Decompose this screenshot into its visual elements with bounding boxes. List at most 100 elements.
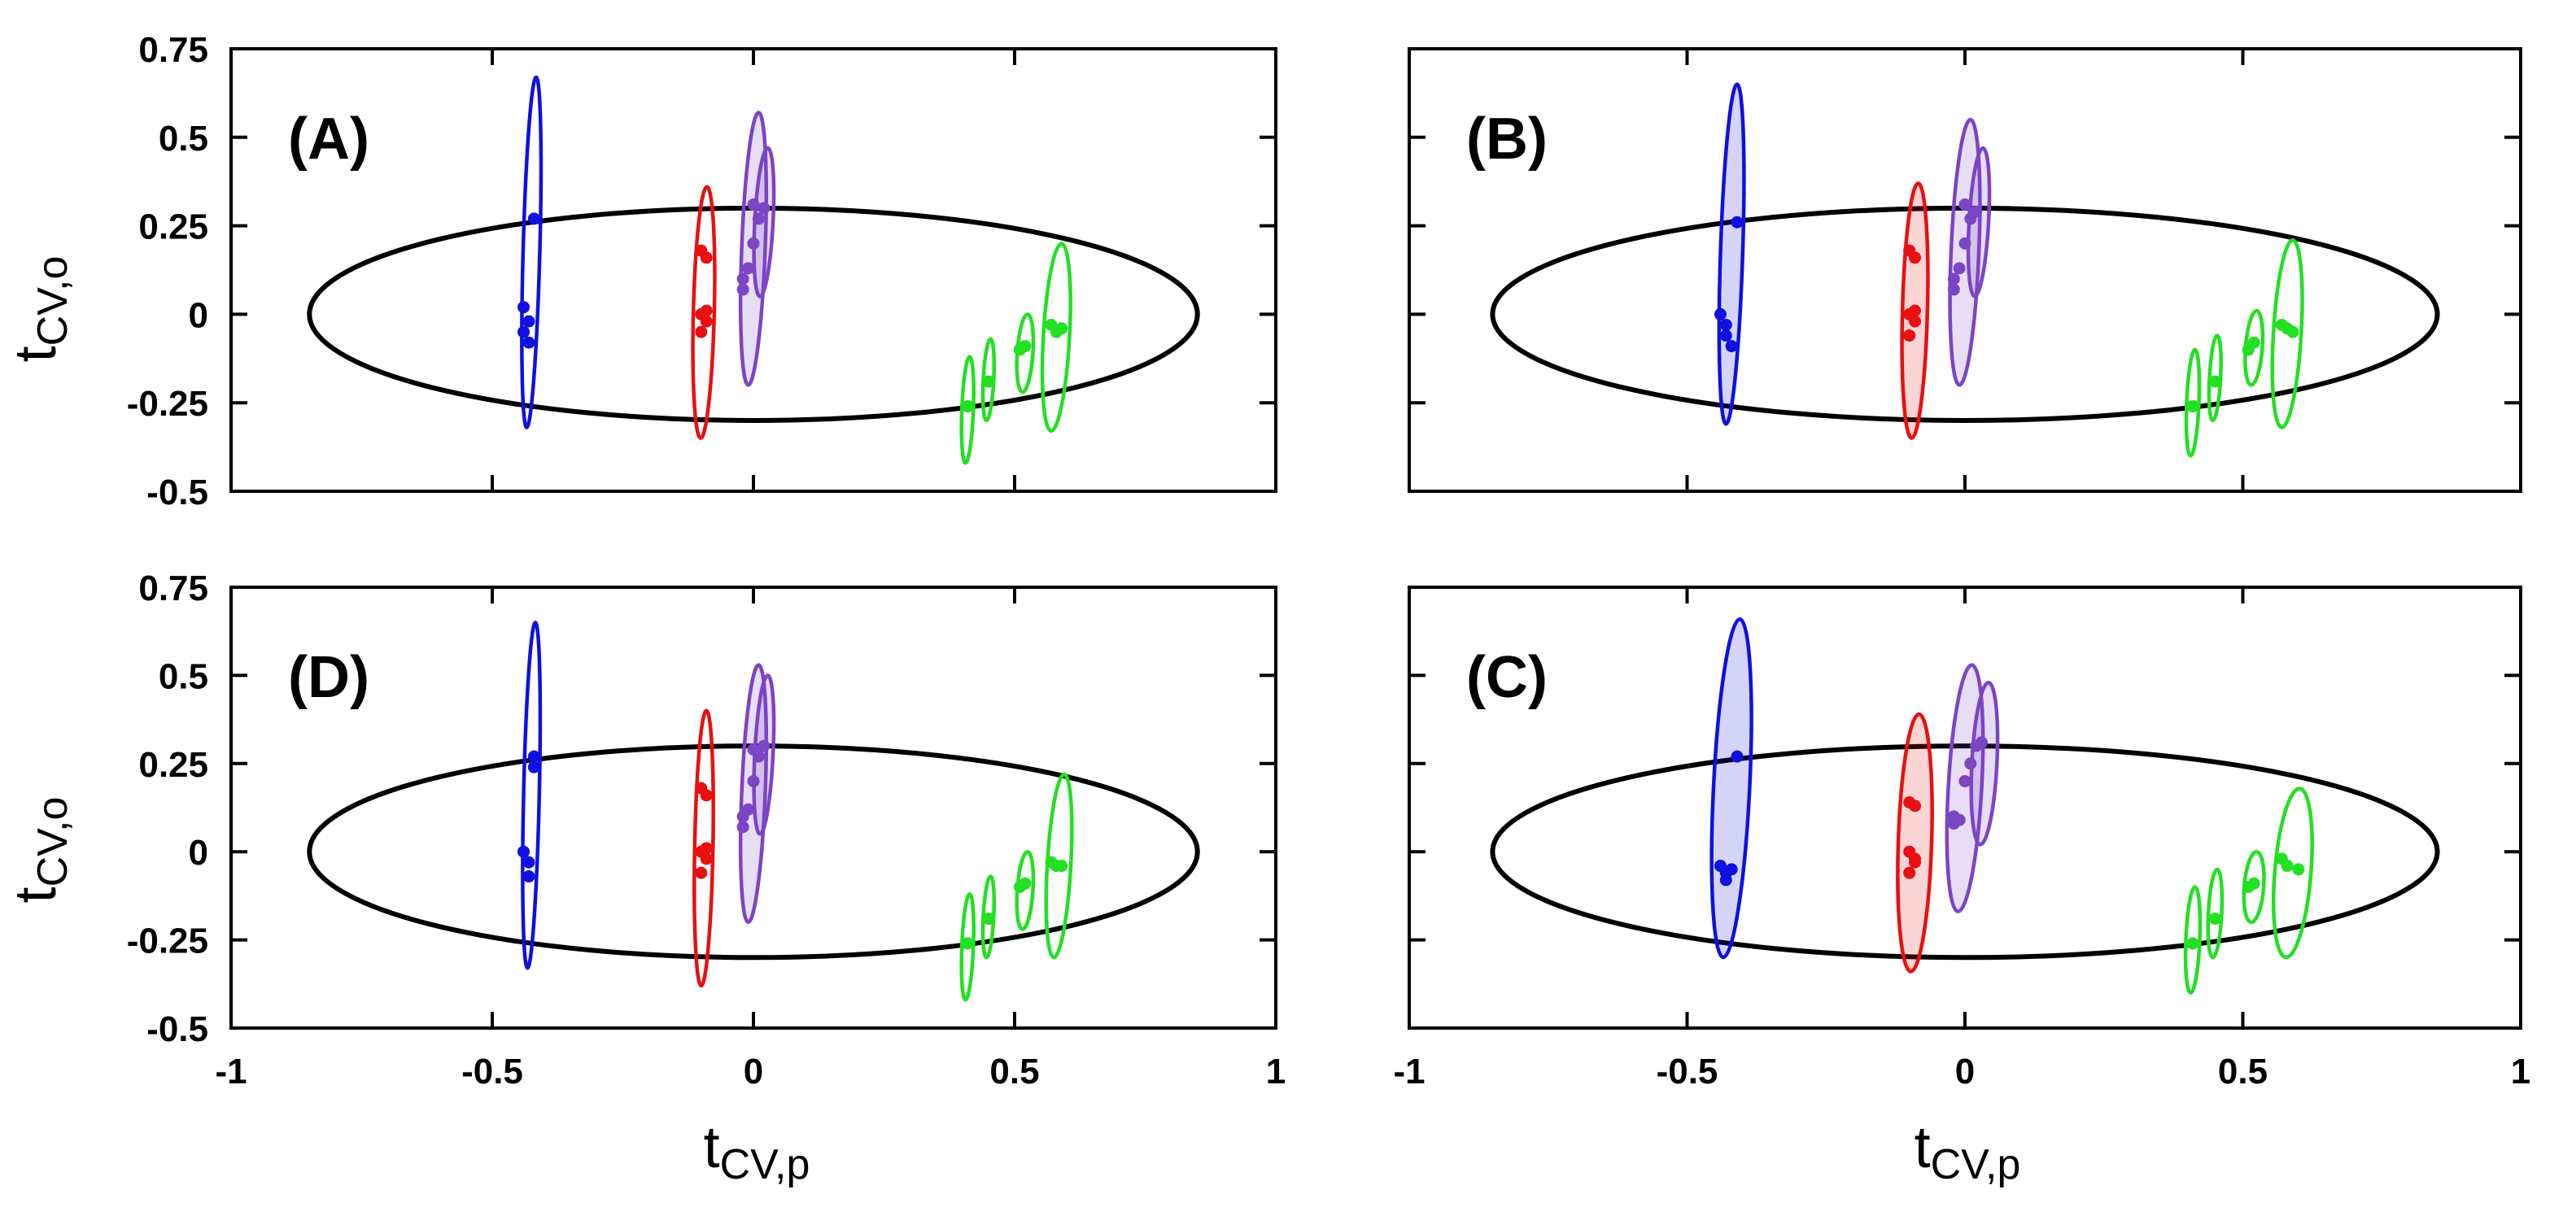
y-tick-label: 0 [189,295,208,335]
data-point [961,400,974,413]
data-point [1719,874,1732,887]
data-point [700,251,713,264]
data-point [736,821,749,834]
confidence-region [2207,333,2223,423]
confidence-region [520,75,544,429]
y-tick-label: 0.5 [159,656,208,696]
data-point [2208,913,2221,926]
data-point [1019,877,1032,890]
x-tick-label: 0 [1955,1052,1975,1091]
y-tick-label: 0.5 [159,119,208,159]
data-point [1903,866,1916,879]
reference-ellipse [1490,743,2440,961]
data-point [527,212,540,225]
data-point [1903,329,1916,342]
x-tick-label: 0 [744,1052,763,1091]
data-point [1958,774,1971,787]
confidence-region [959,892,976,1002]
x-axis-title-right: tCV,p [1915,1115,2021,1188]
confidence-region [691,185,717,440]
data-point [982,375,995,388]
y-axis-title-bottom: tCV,o [3,797,76,904]
confidence-region [2272,786,2314,960]
confidence-region [2270,237,2304,429]
cluster-3 [2184,237,2304,458]
data-point [695,866,708,879]
data-point [752,212,765,225]
data-point [527,750,540,763]
data-point [2292,863,2305,876]
x-tick-label: 0.5 [989,1052,1039,1091]
confidence-region [521,621,543,970]
data-point [522,870,535,883]
data-point [1909,800,1922,813]
data-point [700,789,713,802]
panels-group: -0.5 -0.25 0 0.25 0.5 0.75 (A) (B) -1 -0.5 0 0.5 1 -0… [127,30,2531,1091]
data-point [527,760,540,773]
data-point [1725,863,1738,876]
data-point [2186,400,2199,413]
panel-label: (D) [288,645,369,710]
panel-a: -0.5 -0.25 0 0.25 0.5 0.75 (A) [127,30,1277,512]
data-point [747,237,760,250]
data-point [1719,329,1732,342]
data-point [736,272,749,285]
data-point [700,842,713,855]
cluster-0 [1714,82,1746,426]
x-tick-label: 1 [2511,1052,2530,1091]
data-point [517,325,530,338]
x-tick-label: 0.5 [2218,1052,2268,1091]
cluster-1 [1896,712,1934,974]
cluster-1 [691,185,717,440]
data-point [758,739,771,752]
data-point [1731,750,1744,763]
x-tick-label: -0.5 [1657,1052,1718,1091]
panel-b: (B) [1408,47,2522,493]
data-point [1714,307,1727,320]
data-point [1909,304,1922,317]
data-point [522,336,535,349]
data-point [742,803,755,816]
data-point [1725,340,1738,353]
y-tick-label: -0.25 [127,384,208,424]
data-point [700,304,713,317]
confidence-region [692,708,715,988]
data-point [1953,262,1966,275]
confidence-region [1709,617,1753,960]
cluster-1 [692,708,715,988]
data-point [982,913,995,926]
data-point [2281,860,2294,873]
data-point [695,325,708,338]
data-point [1947,817,1960,830]
data-point [1909,251,1922,264]
panel-label: (C) [1466,645,1548,710]
panel-c: -1 -0.5 0 0.5 1 (C) [1393,586,2530,1091]
confidence-region [2184,347,2202,458]
data-point [1958,237,1971,250]
x-tick-label: -1 [215,1052,247,1091]
data-point [1970,205,1983,218]
confidence-region [1040,242,1072,434]
confidence-region [1896,712,1934,974]
y-tick-label: 0.75 [138,30,208,70]
data-point [747,774,760,787]
data-point [1975,736,1988,749]
cluster-3 [959,242,1072,465]
x-tick-label: -1 [1393,1052,1425,1091]
data-point [747,743,760,756]
y-axis-title-top: tCV,o [3,256,76,363]
x-axis-title-left: tCV,p [704,1115,810,1188]
cluster-3 [959,772,1074,1002]
data-point [2208,375,2221,388]
data-point [2186,937,2199,950]
data-point [2247,336,2260,349]
panel-label: (A) [288,107,369,172]
confidence-region [959,355,976,465]
data-point [742,262,755,275]
data-point [758,202,771,215]
confidence-region [2206,867,2225,960]
y-tick-label: 0.25 [138,207,208,247]
y-tick-label: -0.5 [146,473,208,512]
